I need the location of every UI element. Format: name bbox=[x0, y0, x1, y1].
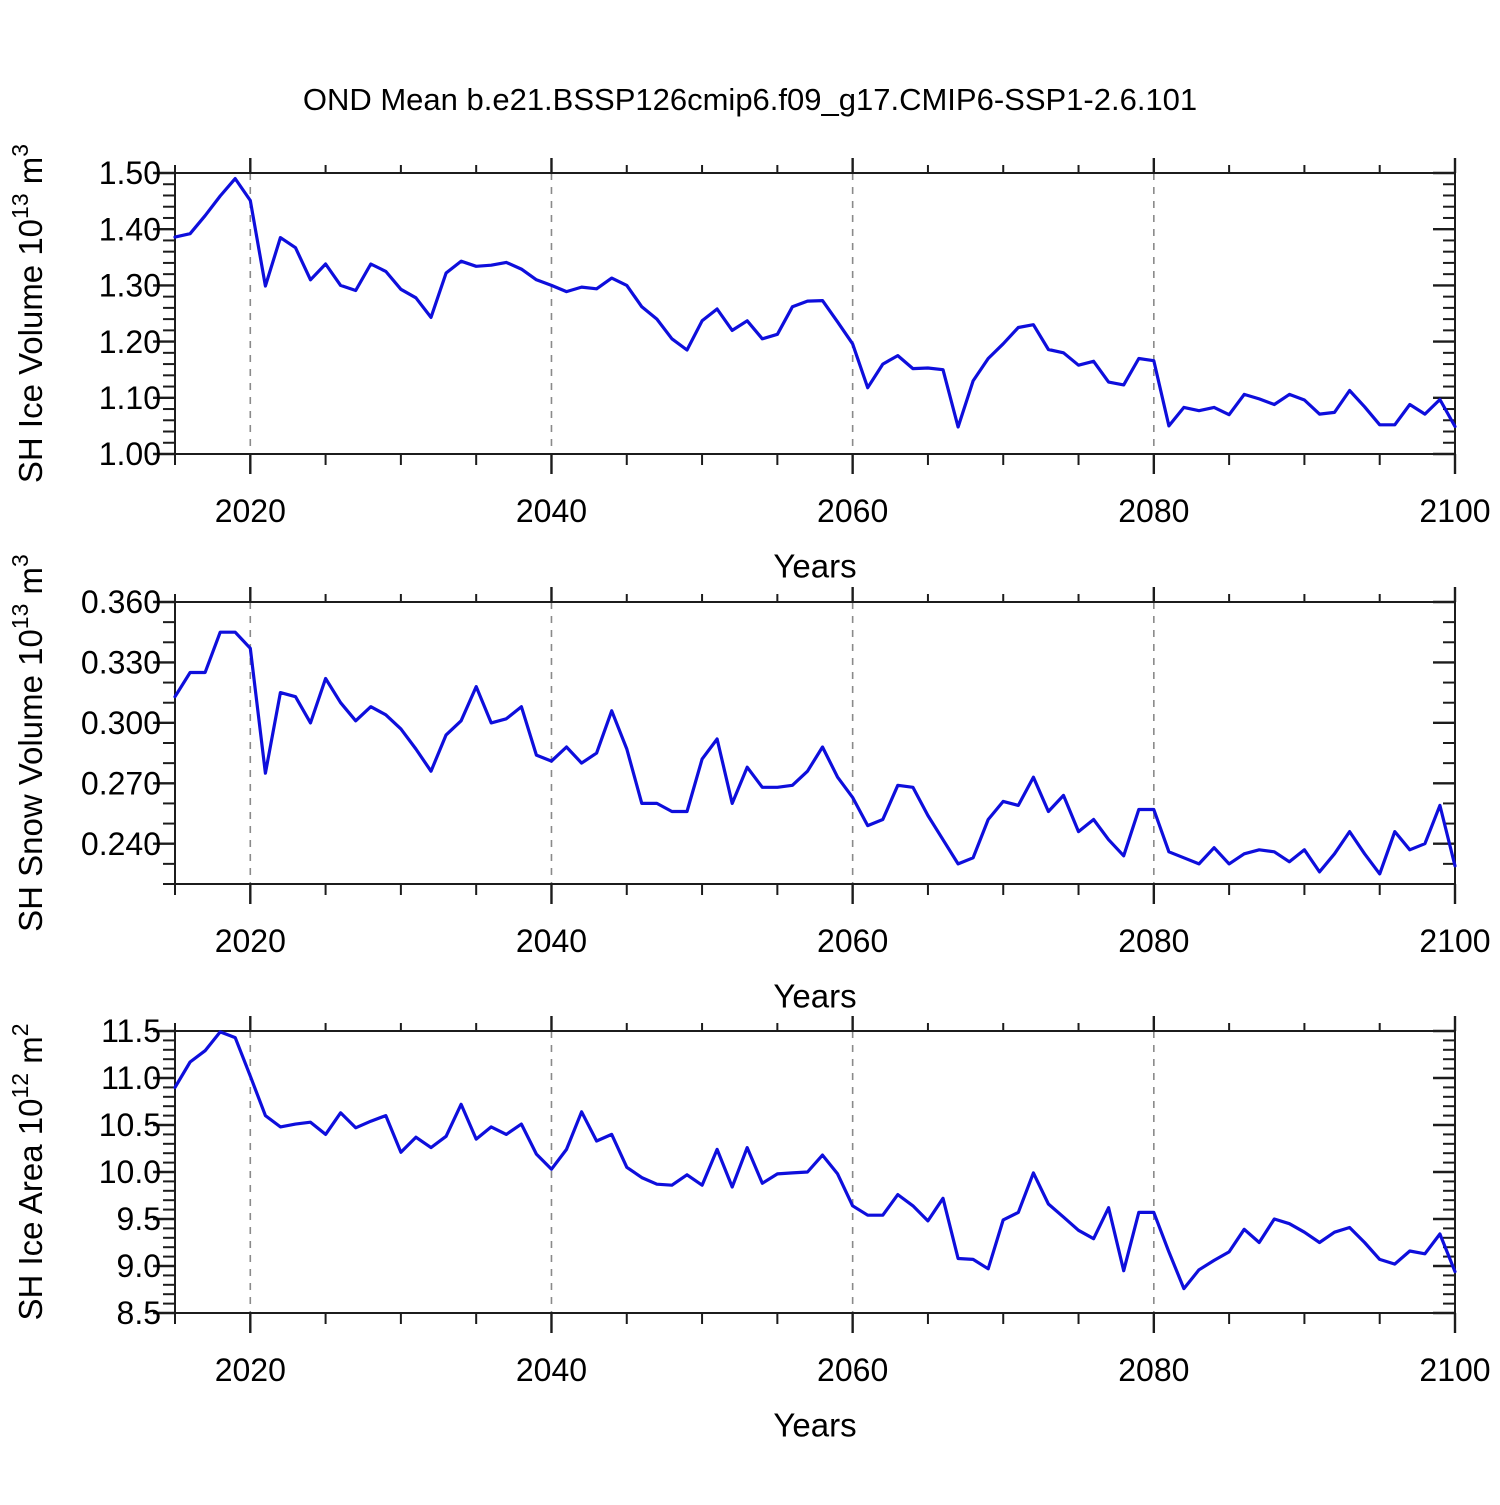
x-axis bbox=[174, 1016, 1457, 1333]
y-tick-label: 1.20 bbox=[99, 324, 161, 360]
x-tick-label: 2100 bbox=[1419, 1352, 1490, 1388]
x-tick-label: 2020 bbox=[215, 923, 286, 959]
y-tick-label: 0.360 bbox=[81, 584, 161, 620]
x-tick-labels: 2020 2040 2060 2080 2100 bbox=[215, 923, 1491, 959]
y-axis-title: SH Ice Volume 1013 m3 bbox=[7, 144, 49, 483]
x-tick-labels: 2020 2040 2060 2080 2100 bbox=[215, 493, 1491, 529]
y-tick-label: 1.10 bbox=[99, 380, 161, 416]
gridlines bbox=[249, 602, 1155, 884]
plot-frame bbox=[174, 172, 1456, 455]
x-axis bbox=[174, 158, 1457, 474]
y-tick-label: 1.30 bbox=[99, 268, 161, 304]
x-axis bbox=[174, 587, 1457, 904]
y-tick-label: 0.300 bbox=[81, 705, 161, 741]
x-tick-label: 2060 bbox=[817, 923, 888, 959]
panel-ice-area: 8.5 9.0 9.5 10.0 10.5 11.0 11.5 2020 2040 2060 208… bbox=[7, 1013, 1491, 1443]
y-axis bbox=[153, 171, 1455, 456]
y-tick-label: 11.5 bbox=[101, 1013, 161, 1049]
x-tick-label: 2020 bbox=[215, 493, 286, 529]
y-axis-title: SH Ice Area 1012 m2 bbox=[7, 1023, 49, 1320]
data-line-snow-volume bbox=[173, 630, 1457, 876]
x-tick-label: 2080 bbox=[1118, 1352, 1189, 1388]
x-axis-title: Years bbox=[773, 1407, 856, 1444]
x-tick-label: 2080 bbox=[1118, 923, 1189, 959]
x-tick-label: 2060 bbox=[817, 493, 888, 529]
y-tick-label: 0.270 bbox=[81, 765, 161, 801]
gridlines bbox=[249, 1031, 1155, 1313]
y-tick-label: 10.5 bbox=[99, 1107, 161, 1143]
x-tick-label: 2060 bbox=[817, 1352, 888, 1388]
y-tick-label: 0.240 bbox=[81, 826, 161, 862]
x-tick-label: 2040 bbox=[516, 493, 587, 529]
y-tick-label: 1.40 bbox=[99, 211, 161, 247]
x-tick-label: 2080 bbox=[1118, 493, 1189, 529]
x-tick-label: 2020 bbox=[215, 1352, 286, 1388]
x-tick-label: 2100 bbox=[1419, 923, 1490, 959]
y-tick-label: 11.0 bbox=[101, 1060, 161, 1096]
y-tick-label: 9.5 bbox=[117, 1201, 161, 1237]
y-tick-label: 1.00 bbox=[99, 436, 161, 472]
panel-ice-volume: 1.00 1.10 1.20 1.30 1.40 1.50 2020 2040 2060 2080… bbox=[7, 144, 1491, 585]
x-tick-labels: 2020 2040 2060 2080 2100 bbox=[215, 1352, 1491, 1388]
x-tick-label: 2040 bbox=[516, 1352, 587, 1388]
panel-snow-volume: 0.240 0.270 0.300 0.330 0.360 2020 2040 2060 208… bbox=[7, 554, 1491, 1014]
y-tick-labels: 0.240 0.270 0.300 0.330 0.360 bbox=[81, 584, 161, 862]
y-tick-label: 8.5 bbox=[117, 1295, 161, 1331]
chart-title: OND Mean b.e21.BSSP126cmip6.f09_g17.CMIP… bbox=[303, 82, 1197, 117]
data-line-ice-area bbox=[173, 1030, 1457, 1291]
y-tick-label: 10.0 bbox=[99, 1154, 161, 1190]
y-axis-title: SH Snow Volume 1013 m3 bbox=[7, 554, 49, 932]
x-tick-label: 2100 bbox=[1419, 493, 1490, 529]
gridlines bbox=[249, 173, 1155, 454]
y-tick-label: 1.50 bbox=[99, 155, 161, 191]
data-line-ice-volume bbox=[173, 177, 1457, 429]
plot-frame bbox=[174, 1030, 1456, 1314]
x-tick-label: 2040 bbox=[516, 923, 587, 959]
x-axis-title: Years bbox=[773, 978, 856, 1015]
y-axis bbox=[153, 600, 1455, 885]
plot-frame bbox=[174, 601, 1456, 885]
y-tick-labels: 1.00 1.10 1.20 1.30 1.40 1.50 bbox=[99, 155, 161, 472]
y-tick-label: 9.0 bbox=[117, 1248, 161, 1284]
panels-group: 1.00 1.10 1.20 1.30 1.40 1.50 2020 2040 2060 2080… bbox=[7, 144, 1491, 1444]
x-axis-title: Years bbox=[773, 548, 856, 585]
y-tick-labels: 8.5 9.0 9.5 10.0 10.5 11.0 11.5 bbox=[99, 1013, 161, 1331]
y-tick-label: 0.330 bbox=[81, 645, 161, 681]
